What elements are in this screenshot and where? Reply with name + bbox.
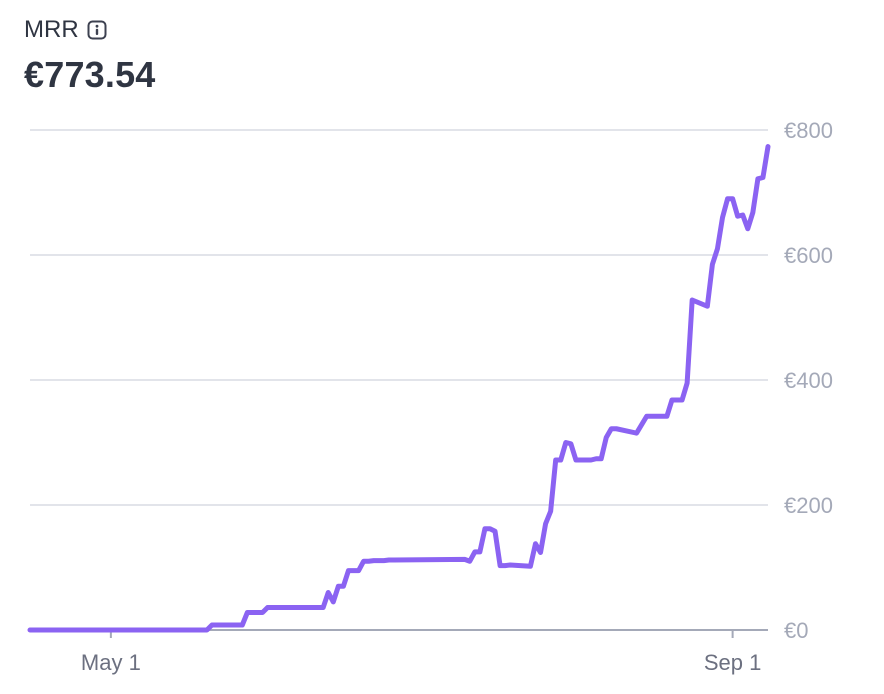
y-tick-labels: €0 €200 €400 €600 €800 — [784, 118, 833, 643]
y-tick-label: €800 — [784, 118, 833, 143]
info-icon[interactable] — [87, 20, 107, 40]
y-tick-label: €0 — [784, 618, 808, 643]
series-line — [27, 144, 771, 633]
y-tick-label: €600 — [784, 243, 833, 268]
metric-name: MRR — [24, 16, 79, 43]
grid-lines — [30, 129, 768, 506]
x-tick-label: May 1 — [81, 650, 141, 675]
x-tick-labels: May 1 Sep 1 — [81, 650, 761, 675]
y-tick-label: €400 — [784, 368, 833, 393]
metric-value: €773.54 — [24, 54, 156, 95]
metric-header: MRR €773.54 — [24, 12, 156, 96]
x-tick-label: Sep 1 — [704, 650, 762, 675]
series-layer — [27, 144, 771, 633]
metric-title-row: MRR — [24, 12, 156, 48]
y-tick-label: €200 — [784, 493, 833, 518]
